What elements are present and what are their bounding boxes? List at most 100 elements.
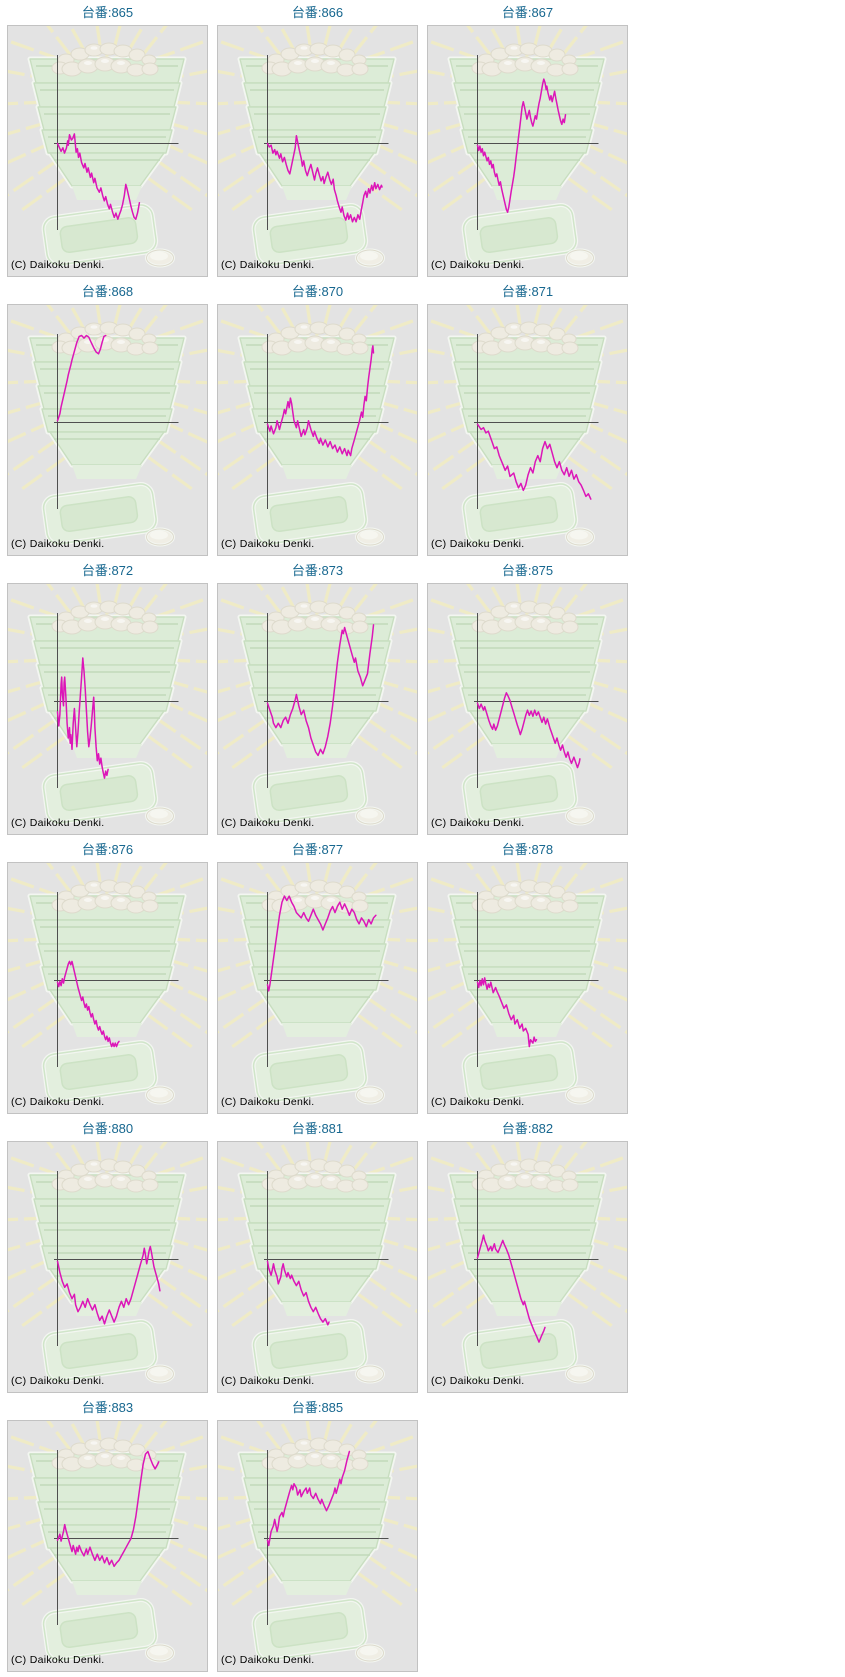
slump-chart-image: (C) Daikoku Denki. bbox=[427, 1141, 628, 1393]
machine-title-link[interactable]: 台番:880 bbox=[81, 1121, 134, 1136]
slump-chart-image: (C) Daikoku Denki. bbox=[7, 1141, 208, 1393]
machine-title-link[interactable]: 台番:866 bbox=[291, 5, 344, 20]
machine-title-link[interactable]: 台番:883 bbox=[81, 1400, 134, 1415]
copyright-label: (C) Daikoku Denki. bbox=[431, 1096, 525, 1108]
machine-title-link[interactable]: 台番:872 bbox=[81, 563, 134, 578]
slump-graph bbox=[264, 1171, 389, 1346]
machine-tile: 台番:876 (C) Daikoku Denki. bbox=[7, 840, 208, 1114]
machine-tile: 台番:877 (C) Daikoku Denki. bbox=[217, 840, 418, 1114]
slump-line bbox=[266, 1260, 330, 1326]
copyright-label: (C) Daikoku Denki. bbox=[11, 1654, 105, 1666]
slump-line bbox=[476, 977, 538, 1048]
slump-graph bbox=[54, 1450, 179, 1625]
machine-tile: 台番:885 (C) Daikoku Denki. bbox=[217, 1398, 418, 1672]
copyright-label: (C) Daikoku Denki. bbox=[11, 817, 105, 829]
copyright-label: (C) Daikoku Denki. bbox=[221, 1654, 315, 1666]
copyright-label: (C) Daikoku Denki. bbox=[221, 817, 315, 829]
slump-chart-image: (C) Daikoku Denki. bbox=[217, 304, 418, 556]
slump-graph bbox=[474, 334, 599, 509]
slump-chart-image: (C) Daikoku Denki. bbox=[7, 1420, 208, 1672]
slump-graph bbox=[54, 892, 179, 1067]
machine-title-link[interactable]: 台番:870 bbox=[291, 284, 344, 299]
slump-line bbox=[56, 1245, 161, 1325]
copyright-label: (C) Daikoku Denki. bbox=[11, 538, 105, 550]
slump-graph bbox=[264, 334, 389, 509]
slump-graph bbox=[54, 334, 179, 509]
copyright-label: (C) Daikoku Denki. bbox=[431, 259, 525, 271]
copyright-label: (C) Daikoku Denki. bbox=[11, 1096, 105, 1108]
copyright-label: (C) Daikoku Denki. bbox=[221, 1096, 315, 1108]
slump-chart-image: (C) Daikoku Denki. bbox=[427, 25, 628, 277]
machine-tile: 台番:872 (C) Daikoku Denki. bbox=[7, 561, 208, 835]
machine-tile: 台番:881 (C) Daikoku Denki. bbox=[217, 1119, 418, 1393]
machine-title-link[interactable]: 台番:882 bbox=[501, 1121, 554, 1136]
machine-title-link[interactable]: 台番:867 bbox=[501, 5, 554, 20]
slump-line bbox=[266, 624, 375, 757]
slump-chart-image: (C) Daikoku Denki. bbox=[427, 583, 628, 835]
slump-chart-image: (C) Daikoku Denki. bbox=[7, 25, 208, 277]
slump-graph bbox=[474, 55, 599, 230]
machine-title-link[interactable]: 台番:873 bbox=[291, 563, 344, 578]
slump-chart-image: (C) Daikoku Denki. bbox=[217, 1420, 418, 1672]
slump-line bbox=[476, 1234, 546, 1343]
slump-graph bbox=[264, 1450, 389, 1625]
slump-chart-image: (C) Daikoku Denki. bbox=[217, 583, 418, 835]
machine-title-link[interactable]: 台番:885 bbox=[291, 1400, 344, 1415]
machine-tile: 台番:868 (C) Daikoku Denki. bbox=[7, 282, 208, 556]
machine-title-link[interactable]: 台番:877 bbox=[291, 842, 344, 857]
slump-line bbox=[56, 334, 107, 422]
copyright-label: (C) Daikoku Denki. bbox=[431, 817, 525, 829]
slump-line bbox=[266, 134, 383, 223]
machine-title-link[interactable]: 台番:871 bbox=[501, 284, 554, 299]
slump-chart-image: (C) Daikoku Denki. bbox=[7, 304, 208, 556]
machine-tile: 台番:875 (C) Daikoku Denki. bbox=[427, 561, 628, 835]
machine-title-link[interactable]: 台番:881 bbox=[291, 1121, 344, 1136]
machine-tile: 台番:883 (C) Daikoku Denki. bbox=[7, 1398, 208, 1672]
machine-title-link[interactable]: 台番:878 bbox=[501, 842, 554, 857]
machine-tile: 台番:880 (C) Daikoku Denki. bbox=[7, 1119, 208, 1393]
slump-graph bbox=[264, 613, 389, 788]
slump-line bbox=[266, 345, 375, 457]
slump-chart-image: (C) Daikoku Denki. bbox=[217, 862, 418, 1114]
machine-tile: 台番:878 (C) Daikoku Denki. bbox=[427, 840, 628, 1114]
copyright-label: (C) Daikoku Denki. bbox=[11, 259, 105, 271]
machine-tile: 台番:870 (C) Daikoku Denki. bbox=[217, 282, 418, 556]
slump-chart-image: (C) Daikoku Denki. bbox=[7, 583, 208, 835]
copyright-label: (C) Daikoku Denki. bbox=[221, 259, 315, 271]
machine-tile: 台番:866 (C) Daikoku Denki. bbox=[217, 3, 418, 277]
slump-chart-image: (C) Daikoku Denki. bbox=[427, 304, 628, 556]
slump-graph bbox=[54, 55, 179, 230]
copyright-label: (C) Daikoku Denki. bbox=[431, 1375, 525, 1387]
copyright-label: (C) Daikoku Denki. bbox=[11, 1375, 105, 1387]
machine-tile: 台番:873 (C) Daikoku Denki. bbox=[217, 561, 418, 835]
slump-line bbox=[266, 1450, 351, 1547]
slump-graph bbox=[474, 892, 599, 1067]
slump-graph bbox=[264, 892, 389, 1067]
slump-chart-image: (C) Daikoku Denki. bbox=[427, 862, 628, 1114]
machine-title-link[interactable]: 台番:875 bbox=[501, 563, 554, 578]
slump-line bbox=[56, 960, 120, 1048]
slump-line bbox=[56, 133, 141, 220]
slump-line bbox=[476, 692, 581, 769]
slump-chart-image: (C) Daikoku Denki. bbox=[7, 862, 208, 1114]
slump-line bbox=[476, 423, 592, 500]
machine-tile: 台番:867 (C) Daikoku Denki. bbox=[427, 3, 628, 277]
slump-line bbox=[56, 657, 109, 779]
machine-tile: 台番:882 (C) Daikoku Denki. bbox=[427, 1119, 628, 1393]
slump-graph bbox=[54, 613, 179, 788]
slump-graph bbox=[264, 55, 389, 230]
copyright-label: (C) Daikoku Denki. bbox=[221, 538, 315, 550]
machine-title-link[interactable]: 台番:876 bbox=[81, 842, 134, 857]
machine-title-link[interactable]: 台番:865 bbox=[81, 5, 134, 20]
slump-chart-image: (C) Daikoku Denki. bbox=[217, 25, 418, 277]
machine-title-link[interactable]: 台番:868 bbox=[81, 284, 134, 299]
slump-line bbox=[56, 1450, 160, 1568]
slump-chart-image: (C) Daikoku Denki. bbox=[217, 1141, 418, 1393]
slump-graph bbox=[54, 1171, 179, 1346]
slump-graph bbox=[474, 613, 599, 788]
slump-line bbox=[476, 78, 567, 213]
machine-tile: 台番:865 (C) Daikoku Denki. bbox=[7, 3, 208, 277]
copyright-label: (C) Daikoku Denki. bbox=[221, 1375, 315, 1387]
slump-line bbox=[266, 895, 377, 992]
